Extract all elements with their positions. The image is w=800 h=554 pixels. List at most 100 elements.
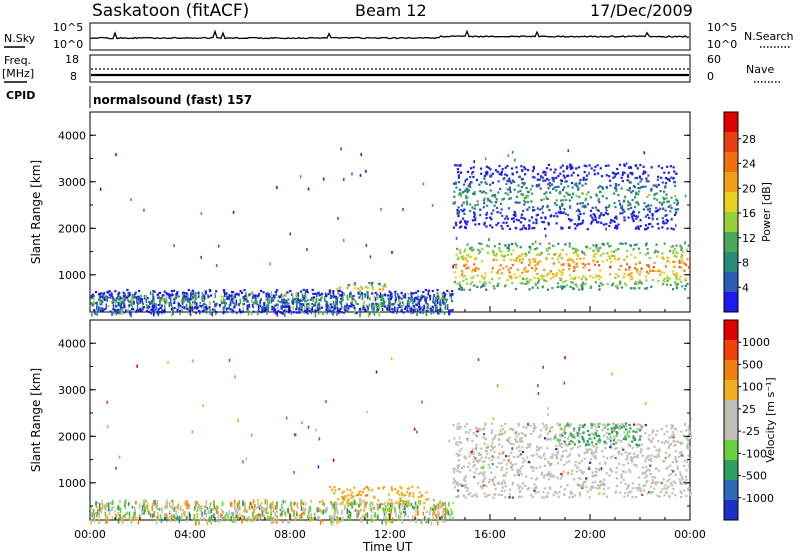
scatter-cell	[457, 256, 460, 259]
scatter-cell	[303, 507, 305, 511]
scatter-cell	[422, 291, 425, 294]
scatter-cell	[159, 298, 161, 304]
scatter-cell	[608, 204, 611, 207]
scatter-cell	[598, 422, 601, 425]
scatter-cell	[682, 480, 686, 484]
scatter-cell	[469, 248, 473, 251]
scatter-cell	[326, 507, 329, 512]
scatter-cell	[371, 288, 374, 291]
scatter-cell	[549, 270, 552, 273]
scatter-cell	[127, 504, 130, 507]
scatter-cell	[196, 296, 199, 300]
scatter-cell	[616, 432, 619, 435]
scatter-cell	[380, 302, 383, 305]
scatter-cell	[353, 486, 356, 489]
scatter-cell	[365, 486, 368, 489]
scatter-cell	[623, 275, 626, 279]
scatter-cell	[359, 500, 361, 505]
scatter-cell	[554, 252, 557, 256]
scatter-cell	[499, 264, 502, 267]
scatter-cell	[669, 443, 673, 446]
scatter-cell	[612, 442, 615, 445]
scatter-cell	[548, 464, 551, 467]
scatter-cell	[558, 277, 561, 280]
scatter-cell	[669, 210, 672, 213]
scatter-cell	[313, 512, 316, 516]
scatter-cell	[113, 299, 116, 302]
scatter-cell	[250, 291, 253, 295]
scatter-cell	[686, 438, 689, 442]
scatter-cell	[613, 220, 616, 223]
scatter-cell	[610, 219, 613, 222]
scatter-cell	[542, 454, 545, 457]
scatter-cell	[106, 296, 108, 302]
scatter-cell	[483, 492, 486, 495]
scatter-cell	[91, 512, 94, 518]
scatter-cell	[580, 277, 583, 280]
scatter-cell	[588, 171, 590, 175]
scatter-cell	[595, 446, 599, 449]
scatter-cell	[514, 287, 517, 291]
scatter-cell	[128, 291, 131, 294]
scatter-cell	[678, 259, 681, 262]
scatter-cell	[638, 438, 642, 441]
scatter-cell	[330, 502, 333, 506]
scatter-cell	[492, 259, 495, 262]
scatter-cell	[537, 173, 540, 176]
scatter-cell	[237, 503, 240, 507]
scatter-cell	[563, 427, 566, 430]
scatter-cell	[320, 295, 323, 299]
scatter-cell	[256, 310, 259, 316]
scatter-cell	[583, 252, 586, 255]
scatter-cell	[584, 282, 587, 285]
scatter-cell	[190, 293, 193, 296]
scatter-cell	[508, 197, 511, 200]
scatter-cell	[232, 519, 234, 523]
scatter-cell	[594, 450, 597, 454]
scatter-cell	[126, 288, 129, 291]
scatter-cell	[551, 257, 554, 260]
scatter-cell	[574, 227, 577, 230]
scatter-cell	[673, 254, 676, 257]
scatter-cell	[370, 514, 373, 520]
scatter-cell	[620, 422, 623, 426]
scatter-cell	[160, 517, 163, 523]
scatter-cell	[412, 308, 415, 314]
scatter-cell	[393, 506, 396, 509]
scatter-cell	[147, 510, 150, 515]
scatter-cell	[494, 193, 497, 196]
scatter-cell	[622, 478, 625, 482]
scatter-cell	[582, 283, 585, 286]
scatter-cell	[274, 294, 276, 297]
scatter-cell	[137, 297, 140, 301]
scatter-cell	[335, 296, 338, 299]
scatter-cell	[347, 307, 350, 310]
scatter-cell	[364, 293, 366, 298]
scatter-cell	[505, 467, 508, 470]
scatter-cell	[614, 216, 617, 219]
scatter-cell	[623, 163, 626, 166]
scatter-cell	[436, 298, 439, 305]
scatter-cell	[662, 196, 665, 199]
scatter-cell	[547, 222, 550, 225]
scatter-cell	[477, 461, 480, 464]
scatter-cell	[228, 304, 231, 309]
scatter-cell	[271, 517, 274, 524]
scatter-cell	[666, 227, 669, 230]
nsky-tick-top: 10^5	[53, 21, 83, 34]
scatter-cell	[636, 423, 639, 426]
scatter-cell	[225, 511, 228, 516]
scatter-cell	[99, 503, 101, 507]
scatter-cell	[454, 221, 457, 224]
scatter-cell	[105, 516, 107, 519]
scatter-cell	[91, 310, 93, 317]
scatter-cell	[420, 519, 423, 525]
scatter-cell	[477, 268, 480, 271]
scatter-cell	[642, 471, 645, 474]
scatter-cell	[617, 193, 620, 197]
scatter-cell	[498, 433, 501, 436]
scatter-cell	[382, 507, 384, 512]
scatter-cell	[613, 175, 616, 178]
colorbar-segment	[724, 400, 738, 420]
scatter-cell	[479, 471, 482, 474]
